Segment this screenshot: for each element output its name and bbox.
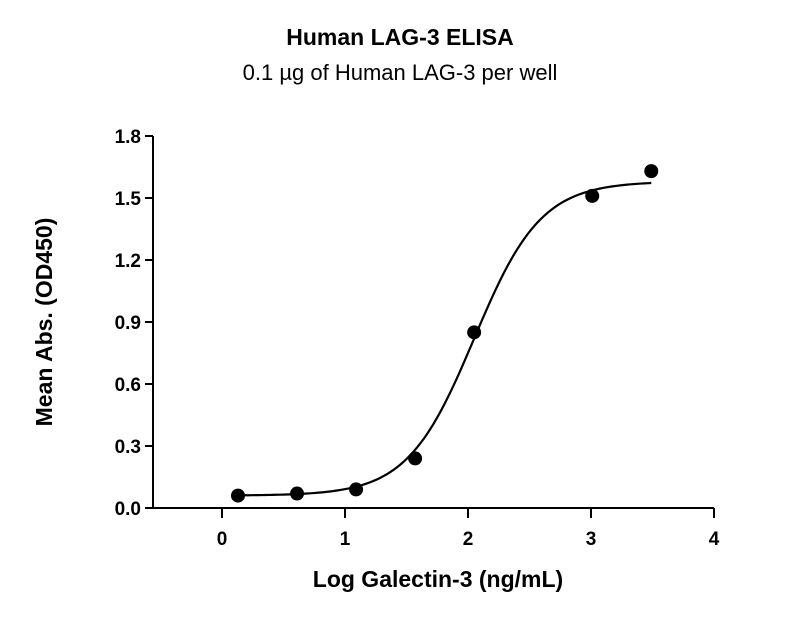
y-tick-label: 0.6	[115, 375, 141, 396]
data-point	[408, 451, 423, 466]
data-point	[467, 325, 482, 340]
data-point	[230, 488, 245, 503]
y-tick-label: 1.8	[115, 127, 141, 148]
x-axis-label: Log Galectin-3 (ng/mL)	[313, 566, 563, 592]
x-tick-label: 1	[340, 529, 351, 550]
chart-title: Human LAG-3 ELISA	[286, 24, 514, 50]
y-axis-label: Mean Abs. (OD450)	[31, 218, 57, 427]
y-tick-label: 0.3	[115, 437, 141, 458]
x-tick-label: 2	[463, 529, 474, 550]
y-tick-label: 0.0	[115, 499, 141, 520]
x-tick-label: 4	[709, 529, 720, 550]
data-point	[644, 164, 659, 179]
data-point	[349, 482, 364, 497]
y-tick-label: 1.5	[115, 189, 142, 210]
chart-subtitle: 0.1 µg of Human LAG-3 per well	[242, 60, 558, 85]
fit-curve	[237, 181, 652, 497]
y-tick-label: 1.2	[115, 251, 141, 272]
x-tick-label: 3	[586, 529, 597, 550]
data-point	[290, 486, 305, 501]
data-point	[585, 188, 600, 203]
y-tick-label: 0.9	[115, 313, 141, 334]
x-tick-label: 0	[217, 529, 228, 550]
